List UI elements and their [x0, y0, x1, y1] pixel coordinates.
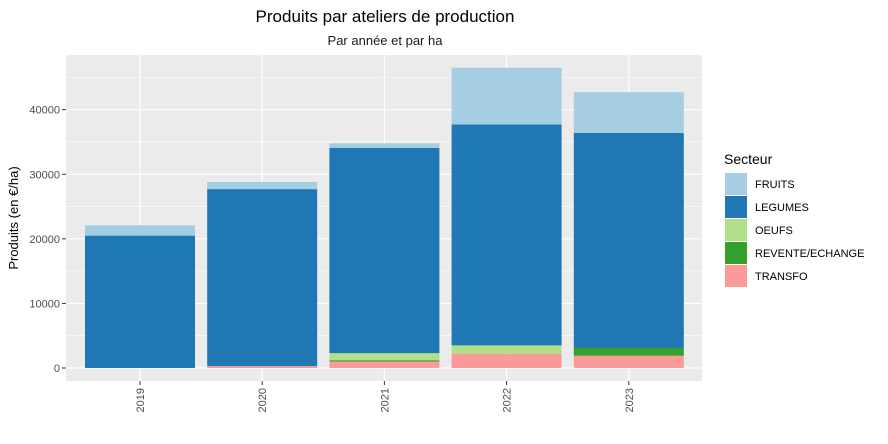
bar-transfo-2021 [329, 361, 440, 368]
bars [85, 67, 684, 368]
x-axis-ticks: 2019 2020 2021 2022 2023 [135, 381, 636, 412]
legend-label: FRUITS [755, 179, 795, 191]
legend-key-revente-echange [725, 242, 747, 264]
bar-fruits-2020 [207, 182, 318, 190]
bar-fruits-2023 [573, 92, 684, 133]
y-tick-label: 10000 [29, 298, 60, 310]
y-tick-label: 0 [54, 363, 60, 375]
x-tick-label: 2022 [502, 388, 514, 412]
bar-legumes-2021 [329, 147, 440, 354]
x-tick-label: 2019 [135, 388, 147, 412]
y-tick-label: 20000 [29, 234, 60, 246]
bar-revente-echange-2023 [573, 347, 684, 356]
legend-label: TRANSFO [755, 271, 808, 283]
bar-oeufs-2022 [451, 345, 562, 354]
bar-legumes-2020 [207, 189, 318, 367]
legend-title: Secteur [724, 151, 773, 167]
legend-key-fruits [725, 173, 747, 195]
bar-fruits-2022 [451, 67, 562, 125]
y-axis-title: Produits (en €/ha) [6, 166, 21, 269]
legend-key-legumes [725, 196, 747, 218]
y-axis-ticks: 0 10000 20000 30000 40000 [29, 105, 66, 375]
bar-transfo-2022 [451, 353, 562, 368]
legend-key-transfo [725, 265, 747, 287]
y-tick-label: 40000 [29, 105, 60, 117]
legend: Secteur FRUITS LEGUMES OEUFS REVENTE/ECHANG… [724, 151, 864, 287]
bar-oeufs-2021 [329, 353, 440, 361]
legend-label: OEUFS [755, 225, 793, 237]
legend-key-oeufs [725, 219, 747, 241]
bar-transfo-2023 [573, 355, 684, 368]
y-tick-label: 30000 [29, 169, 60, 181]
bar-legumes-2022 [451, 124, 562, 346]
x-tick-label: 2023 [624, 388, 636, 412]
legend-label: REVENTE/ECHANGE [755, 248, 864, 260]
bar-legumes-2023 [573, 132, 684, 348]
chart-title: Produits par ateliers de production [256, 7, 515, 26]
legend-label: LEGUMES [755, 202, 809, 214]
bar-transfo-2020 [207, 366, 318, 368]
bar-fruits-2019 [85, 225, 195, 236]
chart-subtitle: Par année et par ha [328, 33, 444, 48]
bar-legumes-2019 [85, 235, 195, 368]
bar-fruits-2021 [329, 143, 440, 148]
x-tick-label: 2021 [379, 388, 391, 412]
bar-revente-echange-2021 [329, 360, 440, 362]
x-tick-label: 2020 [257, 388, 269, 412]
